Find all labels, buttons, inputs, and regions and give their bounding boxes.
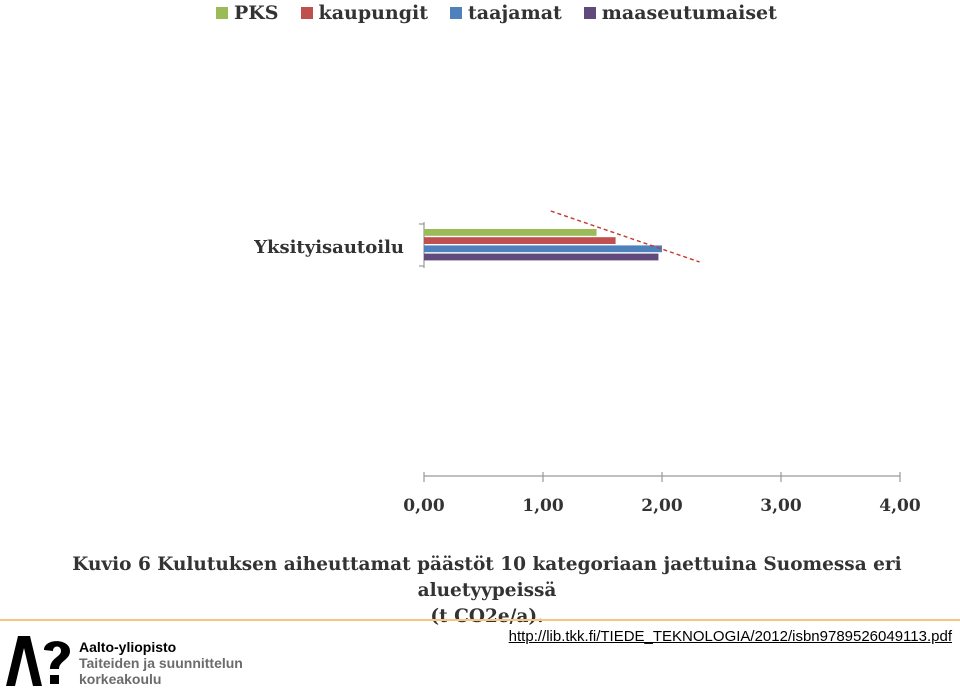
logo-school-line-1: Taiteiden ja suunnittelun [79, 655, 243, 671]
logo-school-line-2: korkeakoulu [79, 671, 162, 687]
chart-legend: PKS kaupungit taajamat maaseutumaiset [216, 0, 777, 26]
legend-label-maaseutumaiset: maaseutumaiset [601, 2, 777, 24]
caption-line-1: Kuvio 6 Kulutuksen aiheuttamat päästöt 1… [72, 554, 902, 601]
x-tick-label-4: 4,00 [879, 496, 921, 516]
legend-swatch-maaseutumaiset [583, 7, 596, 19]
legend-swatch-pks [216, 7, 228, 19]
logo-university: Aalto-yliopisto [79, 639, 177, 655]
bar-chart: Yksityisautoilu 0,00 1,00 2,00 3,00 4,00 [253, 210, 921, 516]
legend-swatch-taajamat [450, 7, 463, 19]
legend-item-pks: PKS [216, 2, 279, 24]
caption-line-2: (t CO2e/a). [430, 606, 544, 627]
source-link[interactable]: http://lib.tkk.fi/TIEDE_TEKNOLOGIA/2012/… [508, 628, 952, 645]
bar-kaupungit [424, 237, 616, 244]
x-tick-label-2: 2,00 [641, 496, 683, 516]
x-tick-label-1: 1,00 [522, 496, 564, 516]
bar-pks [424, 229, 597, 236]
footer-divider [0, 619, 960, 621]
legend-label-kaupungit: kaupungit [318, 2, 429, 24]
legend-item-kaupungit: kaupungit [300, 2, 429, 24]
bar-taajamat [424, 245, 662, 253]
legend-item-taajamat: taajamat [450, 2, 562, 24]
legend-label-pks: PKS [234, 2, 279, 24]
aalto-logo-icon [6, 636, 70, 686]
legend-label-taajamat: taajamat [468, 2, 562, 24]
x-tick-label-3: 3,00 [760, 496, 802, 516]
legend-item-maaseutumaiset: maaseutumaiset [583, 2, 777, 24]
aalto-logo-text: Aalto-yliopisto Taiteiden ja suunnittelu… [79, 639, 243, 687]
trend-annotation-line [550, 210, 700, 263]
bar-maaseutumaiset [424, 253, 659, 261]
x-tick-label-0: 0,00 [403, 496, 445, 516]
legend-swatch-kaupungit [300, 7, 313, 19]
figure-caption: Kuvio 6 Kulutuksen aiheuttamat päästöt 1… [22, 552, 952, 630]
category-label: Yksityisautoilu [253, 237, 404, 258]
